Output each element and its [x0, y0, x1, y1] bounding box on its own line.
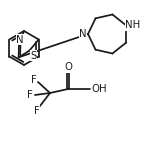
Text: O: O: [65, 62, 72, 72]
Text: OH: OH: [91, 84, 107, 94]
Text: NH: NH: [125, 20, 141, 30]
Text: N: N: [79, 29, 87, 39]
Text: F: F: [27, 90, 33, 100]
Text: F: F: [34, 106, 40, 116]
Text: S: S: [30, 51, 37, 61]
Text: F: F: [31, 75, 37, 85]
Text: N: N: [16, 35, 24, 45]
